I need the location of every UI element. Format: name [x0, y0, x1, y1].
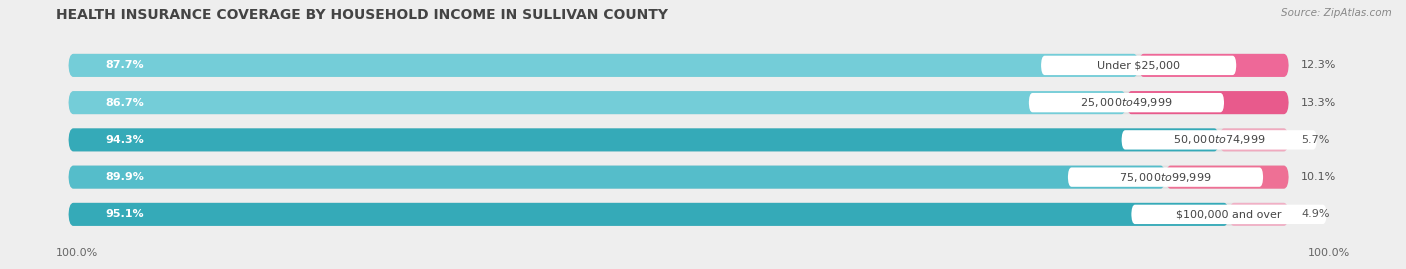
Text: 94.3%: 94.3%: [105, 135, 143, 145]
FancyBboxPatch shape: [69, 166, 1166, 189]
FancyBboxPatch shape: [1132, 205, 1327, 224]
Text: $50,000 to $74,999: $50,000 to $74,999: [1173, 133, 1265, 146]
FancyBboxPatch shape: [1069, 167, 1263, 187]
Text: 100.0%: 100.0%: [56, 248, 98, 258]
FancyBboxPatch shape: [1122, 130, 1317, 150]
Text: 12.3%: 12.3%: [1301, 60, 1336, 70]
FancyBboxPatch shape: [1126, 91, 1289, 114]
FancyBboxPatch shape: [69, 91, 1289, 114]
FancyBboxPatch shape: [69, 91, 1126, 114]
Text: 89.9%: 89.9%: [105, 172, 143, 182]
Text: HEALTH INSURANCE COVERAGE BY HOUSEHOLD INCOME IN SULLIVAN COUNTY: HEALTH INSURANCE COVERAGE BY HOUSEHOLD I…: [56, 8, 668, 22]
Text: Under $25,000: Under $25,000: [1097, 60, 1180, 70]
Text: 10.1%: 10.1%: [1301, 172, 1336, 182]
Text: 86.7%: 86.7%: [105, 98, 143, 108]
FancyBboxPatch shape: [1166, 166, 1289, 189]
Text: 95.1%: 95.1%: [105, 209, 143, 220]
FancyBboxPatch shape: [69, 128, 1289, 151]
FancyBboxPatch shape: [69, 54, 1139, 77]
Text: $25,000 to $49,999: $25,000 to $49,999: [1080, 96, 1173, 109]
Text: 87.7%: 87.7%: [105, 60, 143, 70]
FancyBboxPatch shape: [69, 54, 1289, 77]
Text: 4.9%: 4.9%: [1301, 209, 1330, 220]
Text: $100,000 and over: $100,000 and over: [1177, 209, 1282, 220]
FancyBboxPatch shape: [1229, 203, 1289, 226]
Text: $75,000 to $99,999: $75,000 to $99,999: [1119, 171, 1212, 184]
FancyBboxPatch shape: [69, 128, 1219, 151]
Text: 13.3%: 13.3%: [1301, 98, 1336, 108]
Text: Source: ZipAtlas.com: Source: ZipAtlas.com: [1281, 8, 1392, 18]
FancyBboxPatch shape: [1040, 56, 1236, 75]
FancyBboxPatch shape: [69, 203, 1289, 226]
FancyBboxPatch shape: [1139, 54, 1289, 77]
Text: 100.0%: 100.0%: [1308, 248, 1350, 258]
FancyBboxPatch shape: [1029, 93, 1225, 112]
FancyBboxPatch shape: [69, 166, 1289, 189]
FancyBboxPatch shape: [1219, 128, 1289, 151]
Text: 5.7%: 5.7%: [1301, 135, 1329, 145]
FancyBboxPatch shape: [69, 203, 1229, 226]
